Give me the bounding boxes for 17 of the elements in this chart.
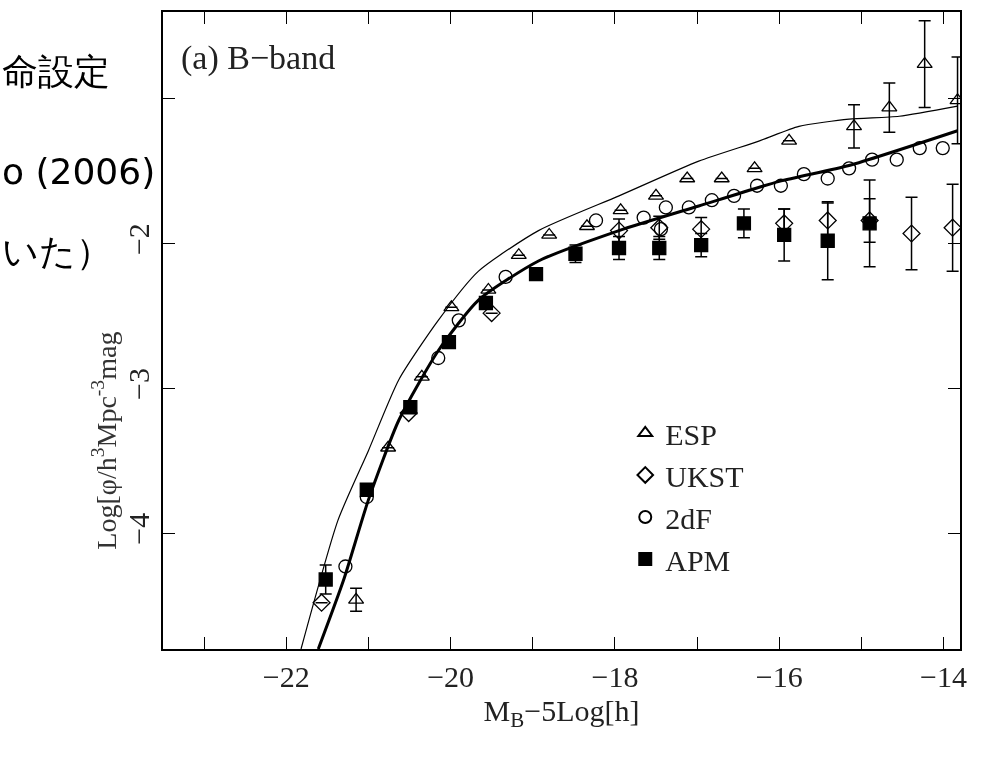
text: いた） — [2, 231, 112, 272]
annotation: (a) B−band — [181, 39, 336, 77]
legend-label: ESP — [665, 417, 717, 451]
x-tick-label: −22 — [262, 659, 310, 693]
y-tick-label: −2 — [122, 223, 156, 256]
legend-label: UKST — [665, 459, 744, 493]
legend-label: 2dF — [665, 501, 712, 535]
x-axis-title: M$_{B}$−5Log[h] — [483, 693, 640, 733]
y-tick-label: −3 — [122, 367, 156, 400]
legend-label: APM — [665, 543, 731, 577]
text: 命設定 — [2, 51, 110, 92]
x-tick-label: −18 — [591, 659, 639, 693]
text: o (2006) — [2, 151, 156, 192]
x-tick-label: −20 — [427, 659, 475, 693]
y-tick-label: −4 — [122, 512, 156, 545]
x-tick-label: −16 — [755, 659, 803, 693]
x-tick-label: −14 — [920, 659, 968, 693]
